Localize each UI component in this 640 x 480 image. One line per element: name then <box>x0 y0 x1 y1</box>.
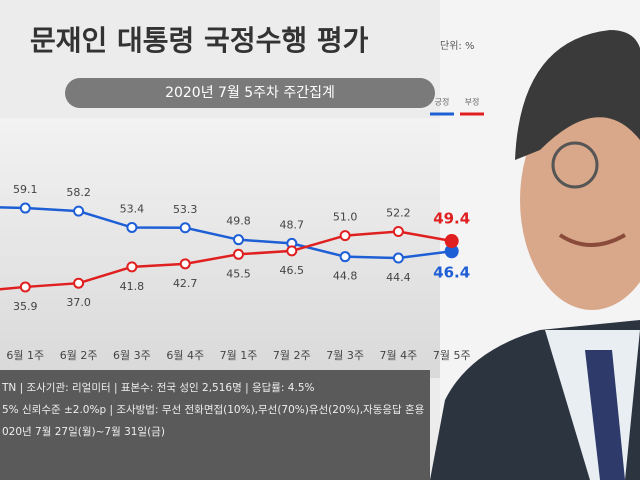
data-label: 42.7 <box>173 277 198 290</box>
x-tick-label: 6월 1주 <box>6 349 44 362</box>
data-point <box>179 222 191 234</box>
footer-text: 020년 7월 27일(월)~7월 31일(금) <box>2 425 165 438</box>
x-tick-label: 7월 2주 <box>273 349 311 362</box>
data-point <box>179 258 191 270</box>
data-point <box>126 221 138 233</box>
data-point <box>73 205 85 217</box>
portrait <box>430 0 640 480</box>
x-tick-label: 6월 4주 <box>166 349 204 362</box>
data-label: 49.8 <box>226 215 251 228</box>
data-label: 52.2 <box>386 207 411 220</box>
plot <box>0 202 459 293</box>
data-point <box>339 230 351 242</box>
footer-text: TN | 조사기관: 리얼미터 | 표본수: 전국 성인 2,516명 | 응답… <box>1 382 315 394</box>
legend-label: 부정 <box>465 97 480 107</box>
x-tick-label: 7월 4주 <box>380 349 418 362</box>
unit-label: 단위: % <box>440 39 474 52</box>
data-label: 58.2 <box>66 186 91 199</box>
data-point <box>19 202 31 214</box>
data-label: 46.5 <box>280 264 305 277</box>
data-point <box>73 277 85 289</box>
data-label: 53.4 <box>120 202 145 215</box>
x-tick-label: 7월 1주 <box>220 349 258 362</box>
data-point <box>339 251 351 263</box>
data-point <box>233 248 244 260</box>
data-point <box>392 226 404 238</box>
series-line <box>0 230 452 291</box>
series-line <box>0 206 452 260</box>
data-point <box>392 252 404 264</box>
footer-text: 5% 신뢰수준 ±2.0%p | 조사방법: 무선 전화면접(10%),무선(7… <box>2 403 425 416</box>
data-label: 44.8 <box>333 270 358 283</box>
data-point <box>19 281 31 293</box>
data-label: 41.8 <box>120 280 145 293</box>
subtitle-pill <box>65 78 435 108</box>
data-label: 35.9 <box>13 300 38 313</box>
x-tick-label: 7월 3주 <box>326 349 364 362</box>
chart-title: 문재인 대통령 국정수행 평가 <box>30 24 369 57</box>
data-label: 53.3 <box>173 203 198 216</box>
data-point <box>233 234 244 246</box>
data-label: 45.5 <box>226 267 251 280</box>
data-label: 37.0 <box>66 296 91 309</box>
data-point <box>286 245 298 257</box>
legend-label: 긍정 <box>435 97 450 107</box>
data-label: 59.1 <box>13 183 38 196</box>
x-tick-label: 6월 3주 <box>113 349 151 362</box>
x-tick-label: 6월 2주 <box>60 349 98 362</box>
x-tick-label: 7월 5주 <box>433 349 471 362</box>
data-label: 44.4 <box>386 271 411 284</box>
footer-band <box>0 370 430 480</box>
data-label: 48.7 <box>280 218 305 231</box>
data-label: 51.0 <box>333 211 358 224</box>
data-point <box>444 234 459 249</box>
data-label: 46.4 <box>433 264 470 282</box>
subtitle: 2020년 7월 5주차 주간집계 <box>165 85 335 101</box>
data-point <box>126 261 138 273</box>
plot-panel <box>0 118 490 378</box>
data-label: 49.4 <box>433 210 470 228</box>
